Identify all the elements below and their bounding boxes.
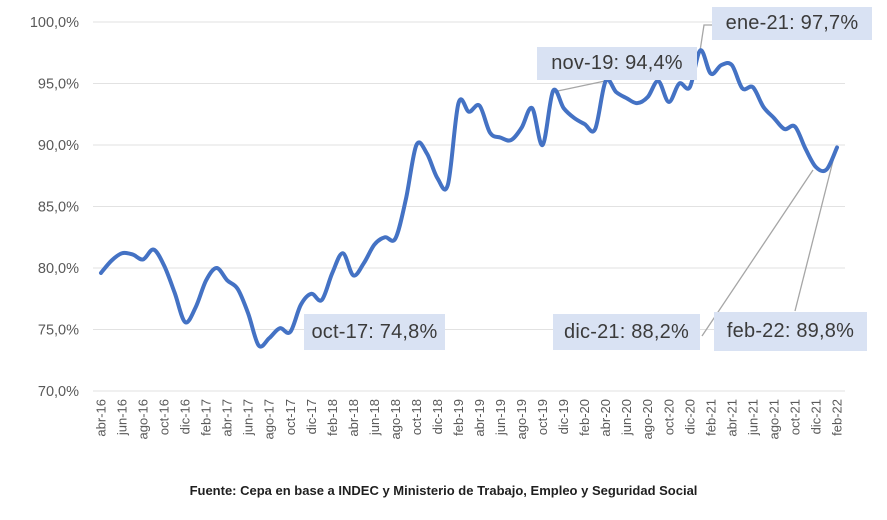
x-axis-label: oct-16	[157, 399, 172, 435]
x-axis-label: ago-20	[640, 399, 655, 439]
x-axis-label: abr-18	[346, 399, 361, 437]
x-axis-label: dic-18	[430, 399, 445, 434]
x-axis-label: abr-20	[598, 399, 613, 437]
x-axis-label: oct-20	[661, 399, 676, 435]
leader-line	[794, 148, 837, 312]
x-axis-label: dic-21	[808, 399, 823, 434]
x-axis-label: ago-21	[766, 399, 781, 439]
x-axis-label: dic-20	[682, 399, 697, 434]
x-axis-label: feb-20	[577, 399, 592, 436]
x-axis-label: ago-19	[514, 399, 529, 439]
x-axis-label: oct-18	[409, 399, 424, 435]
y-axis-label: 100,0%	[30, 15, 79, 31]
series-line	[99, 48, 839, 349]
leader-line	[701, 169, 814, 337]
y-axis-label: 70,0%	[38, 384, 79, 400]
x-axis-label: abr-19	[472, 399, 487, 437]
y-axis-label: 75,0%	[38, 323, 79, 339]
x-axis-label: jun-17	[241, 399, 256, 436]
x-axis-label: feb-18	[325, 399, 340, 436]
x-axis-label: abr-17	[220, 399, 235, 437]
y-axis-label: 95,0%	[38, 77, 79, 93]
x-axis-label: jun-16	[115, 399, 130, 436]
x-axis-label: jun-20	[619, 399, 634, 436]
callout-nov-19: nov-19: 94,4%	[537, 47, 697, 80]
callout-feb-22: feb-22: 89,8%	[714, 312, 867, 351]
x-axis-label: abr-21	[724, 399, 739, 437]
leader-line	[552, 80, 606, 93]
x-axis-label: jun-19	[493, 399, 508, 436]
x-axis-label: dic-17	[304, 399, 319, 434]
callout-dic-21: dic-21: 88,2%	[553, 314, 700, 350]
x-axis-label: oct-21	[787, 399, 802, 435]
x-axis-label: ago-18	[388, 399, 403, 439]
x-axis-label: feb-17	[199, 399, 214, 436]
x-axis-label: jun-18	[367, 399, 382, 436]
x-axis-label: dic-19	[556, 399, 571, 434]
source-caption: Fuente: Cepa en base a INDEC y Ministeri…	[189, 483, 698, 498]
y-axis-label: 80,0%	[38, 261, 79, 277]
line-chart: 100,0% 95,0% 90,0% 85,0% 80,0% 75,0% 70,0% abr-…	[30, 15, 845, 439]
x-axis-label: ago-16	[136, 399, 151, 439]
callout-oct-17: oct-17: 74,8%	[304, 314, 445, 350]
y-axis-label: 90,0%	[38, 138, 79, 154]
x-axis-label: abr-16	[94, 399, 109, 437]
x-axis-label: feb-21	[703, 399, 718, 436]
x-axis-label: ago-17	[262, 399, 277, 439]
x-axis-label: jun-21	[745, 399, 760, 436]
y-axis-label: 85,0%	[38, 200, 79, 216]
x-axis-label: feb-19	[451, 399, 466, 436]
x-axis-label: oct-17	[283, 399, 298, 435]
x-axis-label: oct-19	[535, 399, 550, 435]
x-axis-label: dic-16	[178, 399, 193, 434]
leader-line	[699, 24, 712, 52]
callout-ene-21: ene-21: 97,7%	[712, 7, 872, 40]
x-axis-label: feb-22	[830, 399, 845, 436]
